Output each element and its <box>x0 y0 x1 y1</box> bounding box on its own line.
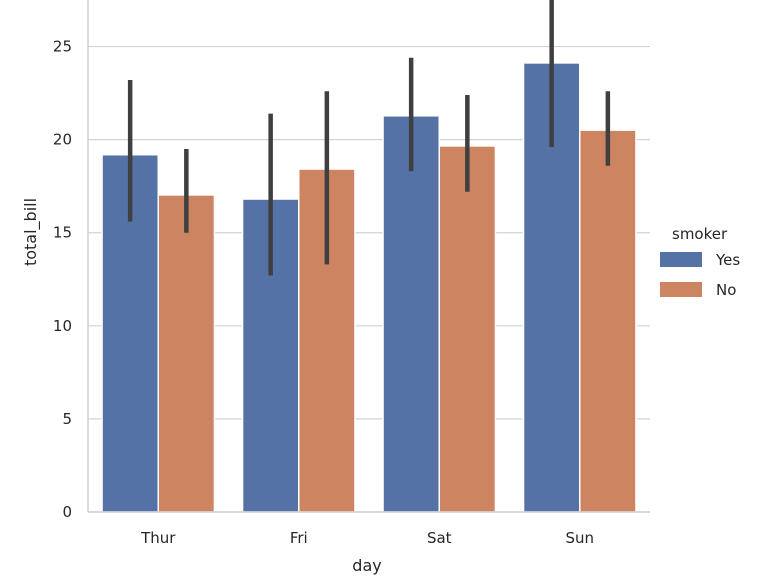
y-tick-label-25: 25 <box>53 38 72 56</box>
y-tick-label-20: 20 <box>53 131 72 149</box>
axes: 0 5 10 15 20 25 Thur Fri Sat Sun <box>53 0 650 547</box>
legend-swatch-no <box>660 282 702 297</box>
bar-sat-yes <box>382 115 440 513</box>
legend-label-yes: Yes <box>715 251 740 269</box>
bar-sat-no <box>438 145 497 513</box>
y-tick-label-10: 10 <box>53 317 72 335</box>
bars <box>101 62 637 513</box>
y-tick-label-5: 5 <box>62 410 72 428</box>
y-tick-label-15: 15 <box>53 224 72 242</box>
y-axis-label: total_bill <box>21 198 41 266</box>
legend: smoker Yes No <box>660 225 740 299</box>
y-tick-label-0: 0 <box>62 503 72 521</box>
x-tick-label-sun: Sun <box>565 529 594 547</box>
bar-thur-no <box>157 194 216 513</box>
legend-swatch-yes <box>660 252 702 267</box>
error-bars <box>127 0 611 276</box>
x-tick-label-fri: Fri <box>290 529 308 547</box>
x-axis-label: day <box>352 556 381 575</box>
legend-title: smoker <box>672 225 728 243</box>
x-tick-label-thur: Thur <box>140 529 176 547</box>
x-tick-label-sat: Sat <box>427 529 452 547</box>
bar-sun-no <box>579 129 637 513</box>
legend-label-no: No <box>716 281 736 299</box>
